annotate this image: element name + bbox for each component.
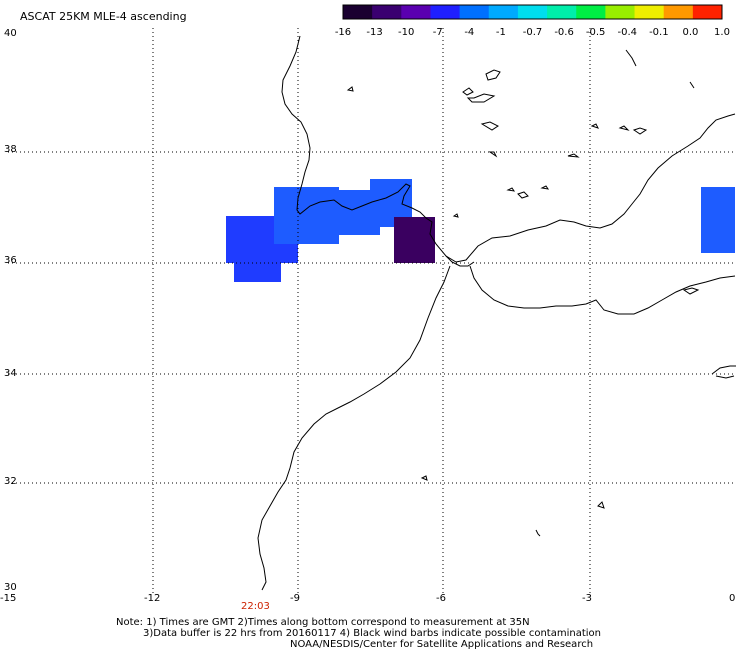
island bbox=[715, 375, 735, 379]
colorbar-label: -10 bbox=[398, 27, 414, 38]
x-tick-label: -15 bbox=[0, 593, 16, 604]
x-tick-label: -6 bbox=[436, 593, 446, 604]
colorbar-label: 0.0 bbox=[682, 27, 698, 38]
colorbar-border bbox=[342, 4, 723, 20]
colorbar-swatch bbox=[605, 5, 636, 19]
swath-block bbox=[274, 187, 339, 244]
island bbox=[540, 185, 550, 190]
colorbar-swatch bbox=[488, 5, 519, 19]
colorbar bbox=[342, 4, 723, 20]
pass-time-label: 22:03 bbox=[241, 601, 270, 612]
map-title: ASCAT 25KM MLE-4 ascending bbox=[20, 10, 187, 23]
island bbox=[618, 125, 630, 131]
colorbar-label: -0.1 bbox=[649, 27, 669, 38]
colorbar-label: -0.6 bbox=[554, 27, 574, 38]
colorbar-swatch bbox=[517, 5, 548, 19]
colorbar-label: -0.4 bbox=[617, 27, 637, 38]
swath-block bbox=[394, 217, 435, 263]
coast-strait bbox=[445, 255, 475, 267]
island bbox=[689, 81, 695, 89]
y-tick-label: 36 bbox=[4, 255, 17, 266]
y-tick-label: 38 bbox=[4, 144, 17, 155]
swath-block bbox=[701, 187, 735, 253]
island bbox=[466, 93, 496, 103]
island bbox=[346, 86, 354, 92]
y-tick-label: 40 bbox=[4, 28, 17, 39]
colorbar-swatch bbox=[459, 5, 490, 19]
colorbar-label: -0.7 bbox=[523, 27, 543, 38]
colorbar-swatch bbox=[343, 5, 373, 19]
x-tick-label: -9 bbox=[290, 593, 300, 604]
colorbar-label: -1 bbox=[496, 27, 506, 38]
y-axis-labels: 40 38 36 34 32 30 bbox=[4, 28, 17, 593]
island bbox=[711, 365, 736, 375]
y-tick-label: 30 bbox=[4, 582, 17, 593]
island bbox=[485, 69, 501, 81]
colorbar-swatch bbox=[430, 5, 461, 19]
island bbox=[632, 127, 648, 135]
swath-block bbox=[234, 262, 281, 282]
colorbar-label: 1.0 bbox=[714, 27, 730, 38]
coast-morocco-west bbox=[257, 265, 451, 591]
coast-morocco-north bbox=[469, 265, 736, 315]
x-tick-label: -12 bbox=[144, 593, 160, 604]
island bbox=[567, 153, 580, 158]
island bbox=[488, 151, 498, 158]
colorbar-swatch bbox=[372, 5, 402, 19]
island bbox=[597, 501, 605, 509]
island bbox=[462, 87, 474, 96]
coastline bbox=[257, 35, 736, 591]
note-line-2: 3)Data buffer is 22 hrs from 20160117 4)… bbox=[143, 628, 601, 639]
grid bbox=[8, 28, 735, 595]
colorbar-label: -7 bbox=[433, 27, 443, 38]
island bbox=[452, 213, 459, 218]
island bbox=[506, 187, 516, 192]
island bbox=[480, 121, 499, 131]
island bbox=[420, 475, 428, 481]
colorbar-labels: -16 -13 -10 -7 -4 -1 -0.7 -0.6 -0.5 -0.4 -0.1 0.0 1.… bbox=[335, 27, 730, 38]
colorbar-label: -0.5 bbox=[586, 27, 606, 38]
colorbar-label: -16 bbox=[335, 27, 351, 38]
x-tick-label: 0 bbox=[729, 593, 735, 604]
colorbar-label: -13 bbox=[366, 27, 382, 38]
x-tick-label: -3 bbox=[582, 593, 592, 604]
note-line-3: NOAA/NESDIS/Center for Satellite Applica… bbox=[290, 639, 593, 650]
x-axis-labels: -15 -12 -9 -6 -3 0 bbox=[0, 593, 735, 604]
island bbox=[590, 123, 599, 129]
colorbar-swatch bbox=[663, 5, 694, 19]
y-tick-label: 32 bbox=[4, 476, 17, 487]
colorbar-swatch bbox=[692, 5, 723, 19]
data-swath bbox=[226, 179, 735, 282]
colorbar-swatch bbox=[547, 5, 577, 19]
island bbox=[535, 529, 541, 537]
colorbar-label: -4 bbox=[464, 27, 474, 38]
colorbar-swatch bbox=[576, 5, 606, 19]
island bbox=[625, 49, 637, 67]
island bbox=[682, 287, 700, 295]
colorbar-swatch bbox=[634, 5, 665, 19]
coast-iberia bbox=[281, 35, 736, 263]
y-tick-label: 34 bbox=[4, 368, 17, 379]
note-line-1: Note: 1) Times are GMT 2)Times along bot… bbox=[116, 617, 530, 628]
colorbar-swatch bbox=[401, 5, 431, 19]
island bbox=[517, 191, 529, 199]
